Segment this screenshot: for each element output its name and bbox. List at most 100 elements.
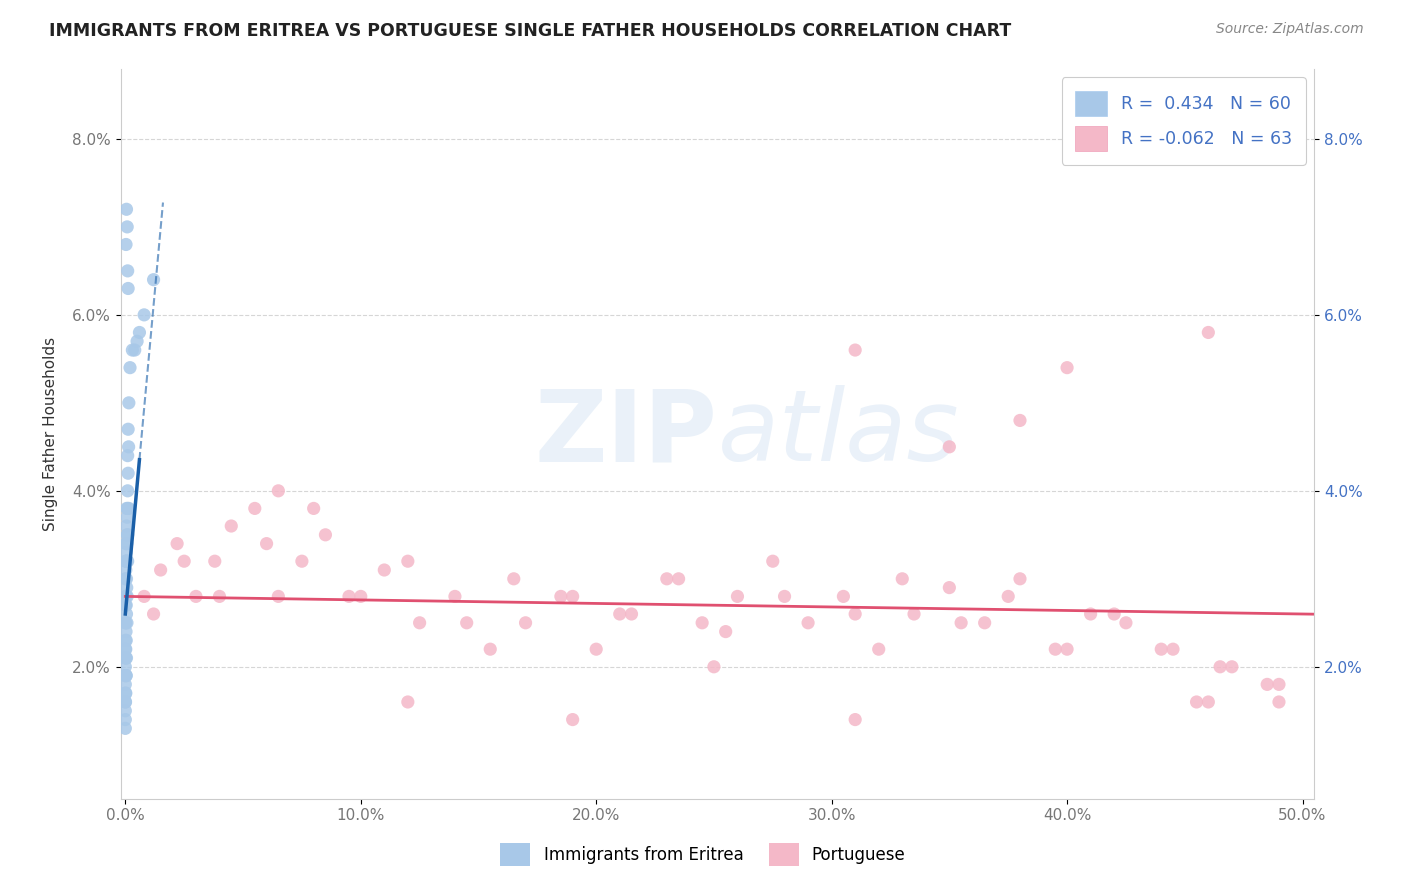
Point — [444, 590, 467, 604]
Point — [1056, 360, 1078, 375]
Point — [950, 615, 973, 630]
Point — [115, 590, 138, 604]
Point — [997, 590, 1019, 604]
Point — [117, 264, 139, 278]
Y-axis label: Single Father Households: Single Father Households — [44, 336, 58, 531]
Point — [302, 501, 325, 516]
Point — [373, 563, 395, 577]
Point — [114, 598, 136, 612]
Point — [773, 590, 796, 604]
Point — [690, 615, 713, 630]
Point — [762, 554, 785, 568]
Point — [561, 713, 583, 727]
Point — [142, 607, 165, 621]
Point — [219, 519, 242, 533]
Point — [115, 668, 138, 682]
Point — [114, 713, 136, 727]
Text: Source: ZipAtlas.com: Source: ZipAtlas.com — [1216, 22, 1364, 37]
Point — [291, 554, 314, 568]
Point — [1115, 615, 1137, 630]
Point — [938, 440, 960, 454]
Point — [134, 590, 156, 604]
Point — [117, 281, 139, 295]
Point — [117, 501, 139, 516]
Point — [1185, 695, 1208, 709]
Point — [117, 440, 139, 454]
Point — [1161, 642, 1184, 657]
Point — [1268, 677, 1291, 691]
Point — [550, 590, 572, 604]
Point — [115, 219, 138, 234]
Point — [515, 615, 537, 630]
Point — [114, 642, 136, 657]
Point — [114, 686, 136, 700]
Point — [115, 237, 138, 252]
Point — [844, 343, 866, 357]
Point — [117, 483, 139, 498]
Point — [114, 563, 136, 577]
Point — [115, 545, 138, 559]
Point — [1209, 660, 1232, 674]
Point — [115, 590, 138, 604]
Point — [142, 273, 165, 287]
Point — [124, 343, 146, 357]
Point — [973, 615, 995, 630]
Point — [502, 572, 524, 586]
Point — [114, 642, 136, 657]
Point — [314, 528, 336, 542]
Point — [115, 598, 138, 612]
Point — [337, 590, 360, 604]
Point — [620, 607, 643, 621]
Point — [868, 642, 890, 657]
Point — [114, 572, 136, 586]
Point — [114, 695, 136, 709]
Point — [832, 590, 855, 604]
Point — [204, 554, 226, 568]
Point — [118, 396, 141, 410]
Point — [118, 360, 141, 375]
Point — [134, 308, 156, 322]
Point — [1197, 326, 1219, 340]
Point — [114, 677, 136, 691]
Point — [903, 607, 925, 621]
Text: IMMIGRANTS FROM ERITREA VS PORTUGUESE SINGLE FATHER HOUSEHOLDS CORRELATION CHART: IMMIGRANTS FROM ERITREA VS PORTUGUESE SI… — [49, 22, 1011, 40]
Point — [844, 713, 866, 727]
Point — [1008, 572, 1031, 586]
Point — [115, 607, 138, 621]
Point — [115, 554, 138, 568]
Point — [117, 467, 139, 481]
Point — [115, 528, 138, 542]
Text: atlas: atlas — [717, 385, 959, 483]
Point — [115, 633, 138, 648]
Point — [561, 590, 583, 604]
Point — [1008, 413, 1031, 427]
Point — [114, 704, 136, 718]
Legend: R =  0.434   N = 60, R = -0.062   N = 63: R = 0.434 N = 60, R = -0.062 N = 63 — [1062, 78, 1306, 164]
Point — [115, 615, 138, 630]
Point — [118, 501, 141, 516]
Point — [396, 554, 419, 568]
Point — [115, 581, 138, 595]
Point — [1056, 642, 1078, 657]
Point — [891, 572, 914, 586]
Point — [114, 660, 136, 674]
Point — [117, 422, 139, 436]
Point — [267, 483, 290, 498]
Point — [121, 343, 143, 357]
Point — [114, 615, 136, 630]
Point — [703, 660, 725, 674]
Point — [1102, 607, 1125, 621]
Point — [114, 668, 136, 682]
Point — [117, 449, 139, 463]
Point — [115, 536, 138, 550]
Point — [115, 510, 138, 524]
Point — [1197, 695, 1219, 709]
Point — [166, 536, 188, 550]
Point — [396, 695, 419, 709]
Point — [655, 572, 678, 586]
Point — [479, 642, 502, 657]
Point — [727, 590, 749, 604]
Legend: Immigrants from Eritrea, Portuguese: Immigrants from Eritrea, Portuguese — [492, 835, 914, 875]
Point — [1045, 642, 1067, 657]
Point — [115, 554, 138, 568]
